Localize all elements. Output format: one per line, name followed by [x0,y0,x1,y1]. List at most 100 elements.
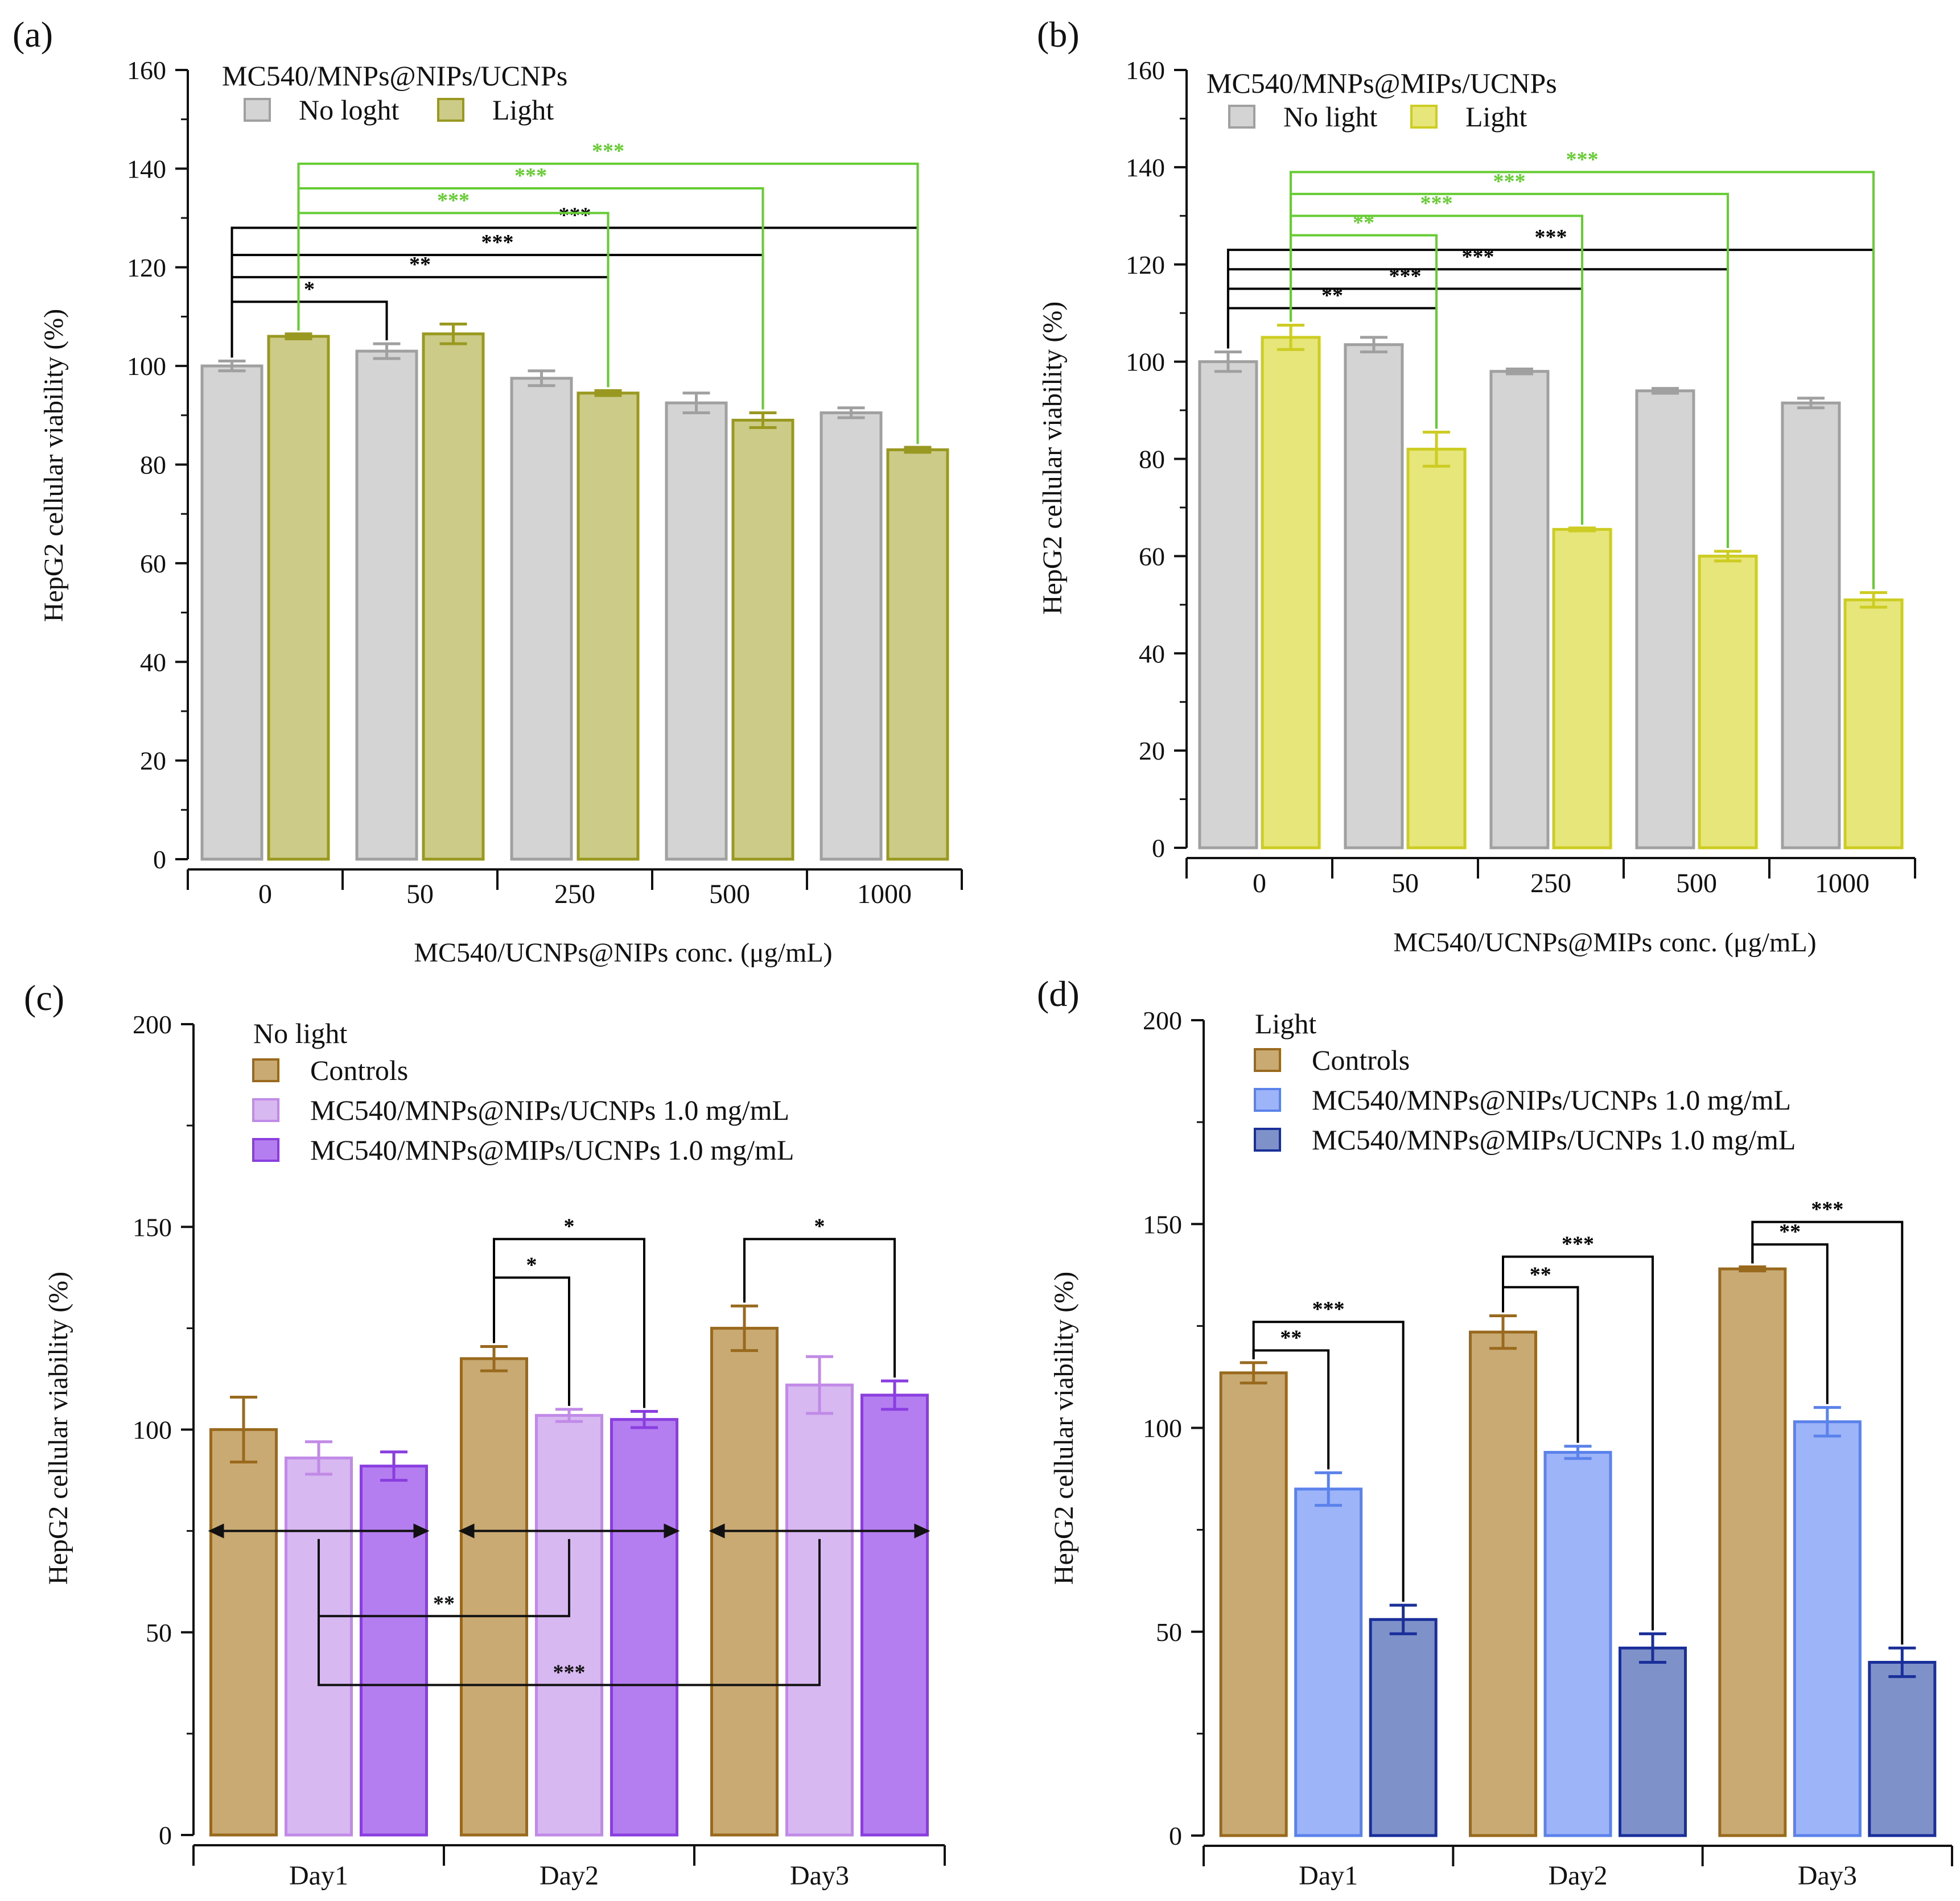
bar [1635,389,1695,850]
legend-swatch [1228,105,1255,129]
significance-label: *** [1811,1198,1843,1222]
bar [1489,370,1550,850]
arrow-head-right [664,1523,680,1539]
legend-title: Light [1255,1008,1316,1040]
bar [1406,447,1467,850]
bar [577,391,640,861]
y-tick-label: 100 [133,1416,172,1445]
bar [422,332,485,861]
bar [820,411,883,861]
bar [1552,527,1612,850]
y-axis-title: HepG2 cellular viability (%) [1049,1272,1079,1585]
legend-entry: MC540/MNPs@MIPs/UCNPs 1.0 mg/mL [310,1134,794,1166]
bar [1344,343,1404,850]
bar [1198,360,1258,850]
x-tick-label: 0 [1253,868,1266,898]
legend-swatch [252,1098,279,1122]
significance-bracket [743,1238,896,1378]
significance-label: * [526,1253,537,1277]
y-axis-title: HepG2 cellular viability (%) [1037,302,1068,615]
significance-bracket [1502,1255,1654,1631]
significance-label: *** [1389,264,1422,288]
y-tick-label: 120 [127,253,166,282]
y-tick-label: 100 [1143,1414,1182,1443]
bar [860,1393,929,1837]
significance-label: *** [559,203,591,227]
y-tick-label: 160 [1126,56,1165,85]
y-tick-label: 60 [1139,542,1165,571]
bar [1219,1371,1288,1837]
bar [731,418,794,861]
x-tick-label: Day3 [1798,1861,1857,1891]
panel-a-chart: (a) 0 20 40 60 80 100 120 140 160 HepG2 cellular v… [13,14,963,968]
bar [267,335,330,861]
significance-label: *** [437,188,470,212]
x-tick-label: 0 [258,879,272,909]
y-tick-label: 150 [1143,1210,1182,1239]
bar [1868,1660,1937,1837]
panel-label: (c) [24,978,64,1018]
legend-entry: Controls [1312,1044,1410,1076]
bar [209,1428,278,1837]
y-tick-label: 50 [146,1618,172,1647]
bar [1718,1267,1787,1837]
significance-label: *** [514,164,547,188]
x-tick-label: 500 [709,879,750,909]
x-tick-label: 250 [1530,868,1571,898]
y-tick-label: 80 [140,451,166,480]
bar [665,401,728,861]
x-axis-title: MC540/UCNPs@NIPs conc. (μg/mL) [414,938,832,968]
bar [1294,1487,1363,1837]
legend-entry: No light [1283,101,1377,133]
bar [200,364,263,861]
legend-swatch [1254,1048,1281,1072]
y-tick-label: 40 [140,648,166,677]
y-tick-label: 20 [140,747,166,776]
significance-label: *** [1535,225,1567,249]
y-tick-label: 40 [1139,639,1165,668]
significance-label: ** [433,1591,455,1615]
y-tick-label: 200 [133,1010,172,1039]
bar [1793,1420,1862,1837]
bar [1619,1646,1687,1837]
bar [886,448,949,861]
significance-bracket [1290,171,1875,589]
significance-label: ** [1321,284,1343,308]
legend-title: MC540/MNPs@MIPs/UCNPs [1207,67,1557,99]
y-tick-label: 160 [127,56,166,85]
significance-label: *** [1312,1297,1345,1321]
arrow-head-left [709,1523,725,1539]
x-tick-label: Day1 [1299,1861,1358,1891]
legend-swatch [1254,1128,1281,1152]
panel-d-chart: (d) 0 50 100 150 200 HepG2 cellular viability … [1037,974,1953,1891]
legend-title: No light [253,1017,347,1049]
legend-entry: MC540/MNPs@MIPs/UCNPs 1.0 mg/mL [1312,1124,1796,1156]
significance-label: * [304,277,315,301]
significance-label: ** [1280,1326,1302,1350]
y-tick-label: 0 [153,845,166,874]
significance-label: *** [592,139,624,163]
bar [355,349,418,861]
significance-bracket [1252,1321,1405,1602]
y-tick-label: 20 [1139,736,1165,765]
bar [1698,554,1758,850]
x-tick-label: 50 [1391,868,1419,898]
bar [535,1414,603,1837]
significance-label: *** [481,230,514,254]
y-axis-title: HepG2 cellular viability (%) [39,309,69,622]
legend-swatch [252,1058,279,1082]
lower-significance-bracket [318,1539,821,1686]
x-axis-title: MC540/UCNPs@MIPs conc. (μg/mL) [1393,927,1816,958]
arrow-head-left [208,1523,224,1539]
legend-entry: No loght [299,94,400,126]
bar [610,1418,678,1837]
bar [1261,336,1321,850]
y-tick-label: 120 [1126,250,1165,279]
y-tick-label: 80 [1139,445,1165,474]
significance-label: *** [1566,147,1599,171]
x-tick-label: Day3 [790,1861,849,1891]
significance-bracket [493,1238,645,1408]
panel-b-chart: (b) 0 20 40 60 80 100 120 140 160 HepG2 cellular v… [1037,14,1916,958]
legend-entry: MC540/MNPs@NIPs/UCNPs 1.0 mg/mL [1312,1084,1791,1116]
x-tick-label: 50 [406,879,434,909]
